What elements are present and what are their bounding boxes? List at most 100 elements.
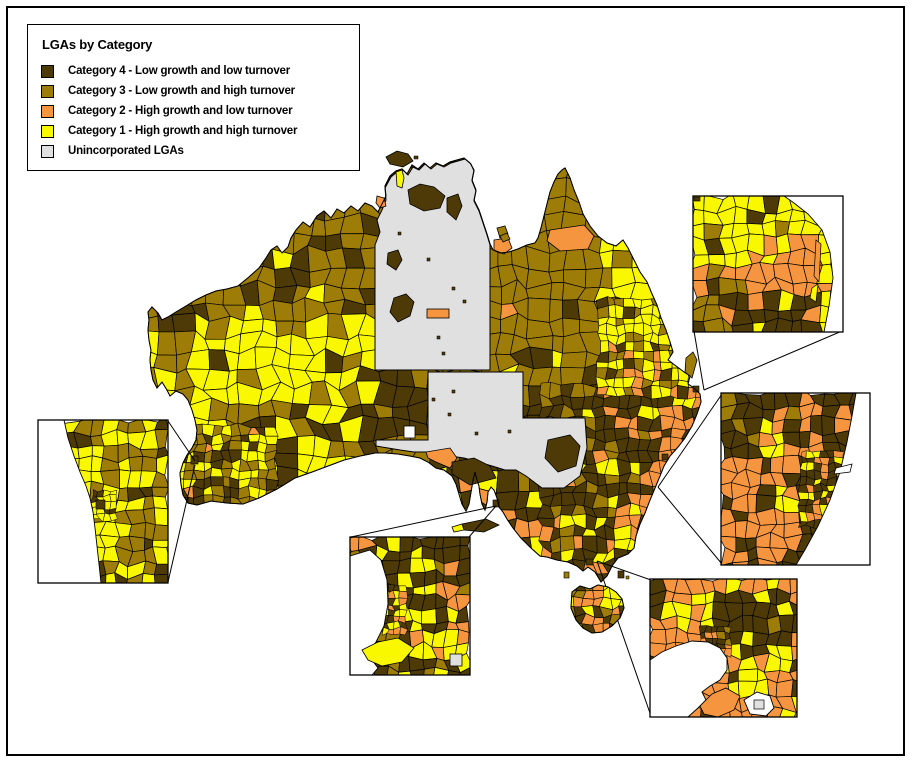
adelaide-city-marker	[492, 499, 500, 508]
lga-cell	[152, 495, 168, 510]
lga-cell	[154, 573, 168, 583]
lga-cell	[770, 455, 785, 474]
australia-mainland-map	[147, 150, 702, 583]
king-island	[563, 571, 570, 579]
lga-cell	[117, 487, 129, 502]
lga-cell	[423, 666, 436, 675]
lga-cell	[737, 668, 759, 682]
lga-cell	[633, 340, 645, 353]
lga-cell	[272, 300, 294, 322]
lga-cell	[459, 545, 470, 561]
legend-swatch-unincorporated	[41, 144, 54, 158]
sydney-city-marker	[661, 453, 669, 461]
lga-cell	[447, 670, 461, 675]
lga-cell	[623, 323, 635, 334]
lga-cell	[549, 282, 565, 301]
inset-sydney	[720, 392, 871, 566]
lga-cell	[398, 590, 408, 599]
lga-cell	[128, 455, 144, 472]
lga-cell	[153, 507, 168, 526]
lga-cell	[210, 476, 224, 487]
perth-cbd	[95, 499, 106, 510]
lga-cell	[151, 471, 168, 488]
legend-label-category-4: Category 4 - Low growth and low turnover	[68, 65, 291, 77]
lga-cell	[722, 317, 734, 332]
nt-orange-lga	[426, 308, 450, 319]
lga-cell	[297, 435, 316, 457]
flinders-island	[617, 570, 625, 579]
lga-cell	[455, 557, 470, 577]
sa-unincorporated-area	[375, 371, 588, 489]
lga-cell	[625, 331, 635, 343]
french-island	[753, 699, 765, 710]
lga-cell	[797, 505, 807, 513]
brisbane-city-marker	[692, 385, 700, 393]
legend-swatch-category-3	[41, 84, 54, 98]
lga-cell	[746, 223, 765, 236]
lga-cell	[821, 414, 836, 437]
nt-unincorporated-area	[374, 158, 491, 371]
lga-cell	[228, 440, 242, 451]
lga-cell	[622, 306, 636, 319]
inset-connector-lines	[167, 330, 843, 717]
lga-cell	[791, 614, 797, 634]
lga-cell	[789, 600, 797, 616]
tasmania-map	[563, 570, 630, 634]
lga-cell	[776, 561, 784, 565]
lga-cell	[433, 666, 450, 675]
legend-label-category-1: Category 1 - High growth and high turnov…	[68, 125, 298, 137]
melbourne-city-marker	[585, 558, 594, 566]
lga-cell	[264, 435, 279, 445]
maralinga-white-lga	[403, 425, 416, 439]
lga-cell	[793, 711, 797, 717]
darwin-lga	[395, 169, 405, 189]
legend-row: Category 3 - Low growth and high turnove…	[41, 81, 359, 101]
lga-cell	[398, 585, 408, 592]
lga-cell	[691, 593, 707, 606]
lga-cell	[614, 304, 625, 319]
lga-cell	[705, 277, 720, 296]
lga-cell	[775, 679, 794, 698]
lga-cell	[747, 291, 765, 311]
lga-cell	[611, 250, 633, 269]
inset-brisbane	[692, 195, 844, 333]
lga-cell	[618, 605, 624, 615]
lga-cell	[733, 206, 748, 224]
lga-cell	[141, 455, 158, 472]
broken-hill-lga	[544, 434, 581, 473]
lga-cell	[653, 350, 661, 363]
mornington-peninsula	[699, 687, 741, 718]
lga-cell	[223, 485, 232, 498]
lga-cell	[791, 679, 797, 697]
lga-cell	[603, 414, 617, 430]
lga-cell	[789, 579, 797, 595]
lga-cell	[339, 233, 365, 250]
lga-cell	[805, 457, 816, 463]
lga-cell	[592, 622, 604, 633]
lga-cell	[747, 557, 760, 565]
qld-inland-orange-lga	[546, 224, 595, 252]
lga-cell	[731, 561, 750, 565]
lga-cell	[455, 572, 470, 587]
lga-cell	[693, 320, 706, 332]
perth-coast-ocean	[37, 419, 102, 584]
legend-title: LGAs by Category	[42, 37, 153, 52]
lga-cell	[562, 299, 580, 320]
fleurieu-peninsula	[361, 637, 415, 667]
lga-cell	[548, 269, 565, 284]
inset-border-brisbane	[692, 195, 844, 333]
lga-cell	[128, 522, 146, 539]
lga-cell	[108, 512, 118, 522]
legend-swatch-category-1	[41, 124, 54, 138]
lga-cell	[757, 557, 778, 565]
lga-cell	[126, 573, 144, 583]
lga-cell	[791, 645, 797, 662]
lga-cell	[559, 535, 575, 552]
lga-cell	[171, 312, 197, 333]
lga-cell	[420, 608, 437, 625]
sydney-harbour	[833, 463, 853, 475]
legend-label-category-3: Category 3 - Low growth and high turnove…	[68, 85, 295, 97]
lga-cell	[633, 350, 645, 360]
